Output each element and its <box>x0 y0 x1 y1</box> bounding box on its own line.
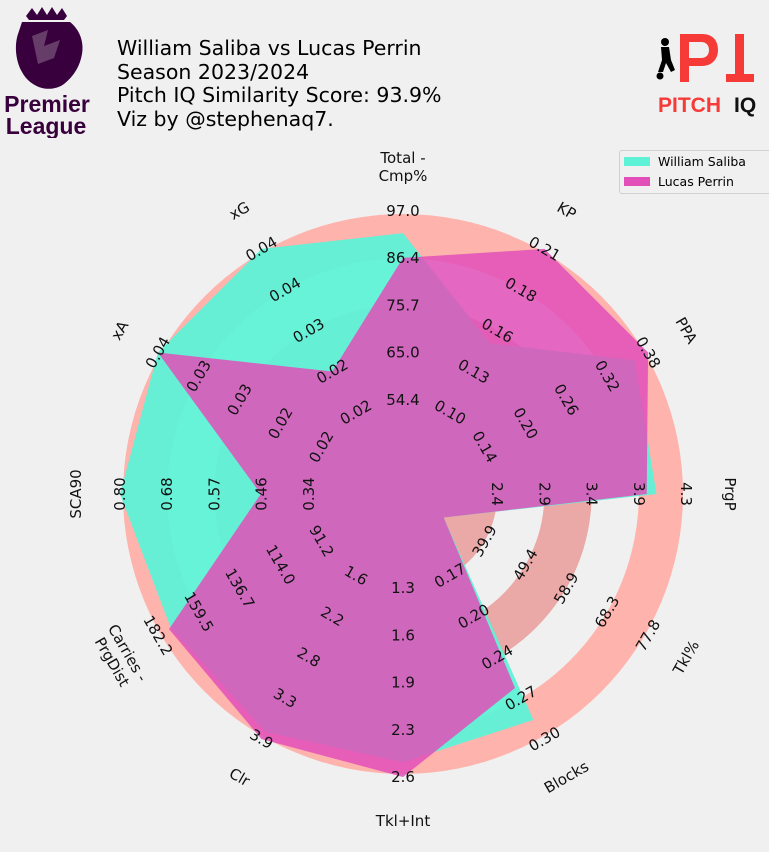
title-line-credit: Viz by @stephenaq7. <box>117 106 334 131</box>
axis-label: Total -Cmp% <box>379 149 428 185</box>
league-logo-word2: League <box>6 113 87 138</box>
axis-label: Clr <box>226 764 254 790</box>
tick-label: 86.4 <box>386 249 419 267</box>
legend-label-player2: Lucas Perrin <box>658 173 734 189</box>
tick-label: 4.3 <box>677 482 695 506</box>
premier-league-logo: Premier League <box>4 7 90 138</box>
title-line-players: William Saliba vs Lucas Perrin <box>117 36 422 60</box>
tick-label: 3.4 <box>583 482 601 506</box>
tick-label: 65.0 <box>386 344 419 362</box>
axis-label: xG <box>226 198 253 224</box>
tick-label: 75.7 <box>386 296 419 314</box>
league-logo-word1: Premier <box>4 91 90 117</box>
tick-label: 2.3 <box>391 721 415 739</box>
tick-label: 3.9 <box>630 482 648 506</box>
axis-label-line: Total - <box>379 149 425 167</box>
tick-label: 2.6 <box>391 768 415 786</box>
axis-label: Tkl+Int <box>375 812 431 830</box>
tick-label: 1.9 <box>391 674 415 692</box>
axis-label: Blocks <box>541 757 592 797</box>
tick-label: 0.46 <box>253 477 271 510</box>
axis-label: Carries -PrgDist <box>88 621 151 694</box>
tick-label: 0.34 <box>300 477 318 510</box>
axis-label: PrgP <box>721 477 739 510</box>
radar-axis-labels: Total -Cmp% KP PPA PrgP Tkl% Blocks Tkl+Int Clr… <box>67 149 739 830</box>
axis-label: SCA90 <box>67 469 85 518</box>
title-line-similarity: Pitch IQ Similarity Score: 93.9% <box>117 83 442 107</box>
legend-item-player2: Lucas Perrin <box>620 171 769 191</box>
radar-polygon-2 <box>157 248 649 777</box>
tick-label: 2.9 <box>535 482 553 506</box>
title-line-season: Season 2023/2024 <box>117 59 310 84</box>
brand-word-pitch: PITCH <box>658 94 721 117</box>
legend-item-player1: William Saliba <box>620 151 769 171</box>
axis-label: KP <box>554 198 579 223</box>
tick-label: 0.57 <box>205 477 223 510</box>
tick-label: 97.0 <box>386 202 419 220</box>
brand-word-iq: IQ <box>734 94 756 117</box>
legend-label-player1: William Saliba <box>658 153 746 169</box>
axis-label: PPA <box>672 314 702 347</box>
legend-swatch-player1 <box>624 156 650 166</box>
axis-label: Tkl% <box>669 637 703 678</box>
tick-label: 1.3 <box>391 579 415 597</box>
legend-swatch-player2 <box>624 176 650 186</box>
tick-label: 2.4 <box>488 482 506 506</box>
tick-label: 1.6 <box>391 626 415 644</box>
axis-label: xA <box>107 317 133 343</box>
radar-polygons <box>120 233 657 777</box>
tick-label: 0.80 <box>111 477 129 510</box>
pitch-iq-logo: PITCH IQ <box>656 34 756 117</box>
chart-title-block: William Saliba vs Lucas Perrin Season 20… <box>117 36 442 131</box>
tick-label: 0.68 <box>158 477 176 510</box>
tick-label: 54.4 <box>386 391 419 409</box>
chart-legend: William Saliba Lucas Perrin <box>619 150 769 194</box>
axis-label-line: Cmp% <box>379 167 428 185</box>
